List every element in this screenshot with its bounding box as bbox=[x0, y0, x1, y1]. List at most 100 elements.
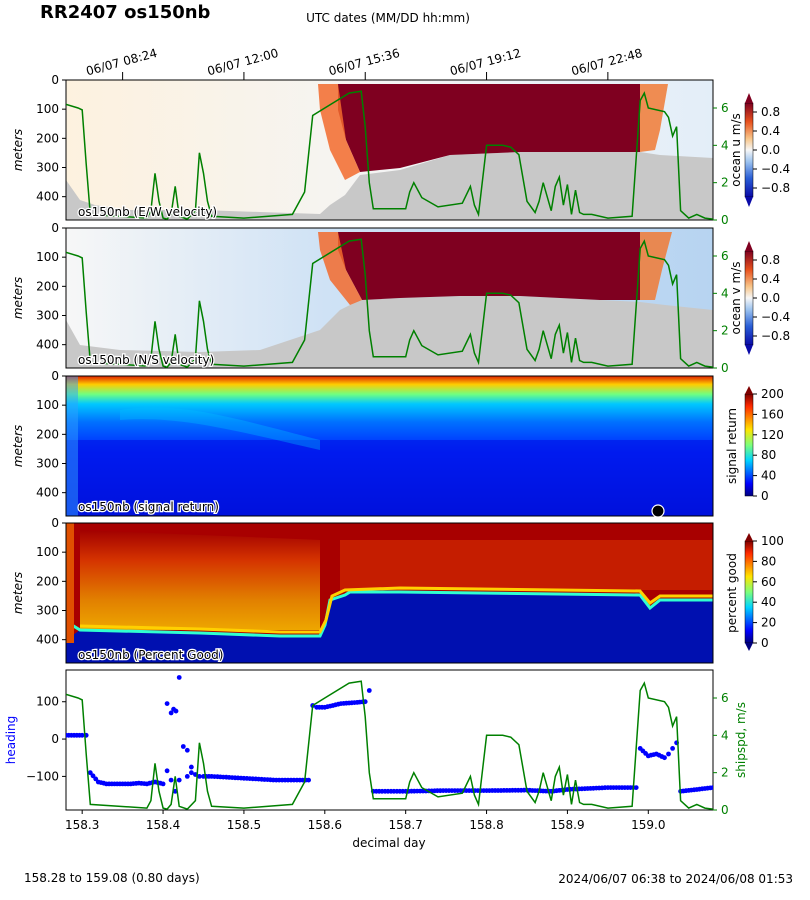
colorbar-tick-label: 40 bbox=[761, 469, 776, 483]
ew-ylabel: meters bbox=[11, 129, 25, 171]
speed-tick-label: 2 bbox=[721, 324, 729, 338]
heading-point bbox=[633, 785, 639, 790]
depth-tick-label: 400 bbox=[36, 633, 59, 647]
heading-point-outlier bbox=[188, 764, 194, 770]
colorbar-tick-label: 160 bbox=[761, 407, 784, 421]
ns-transition-right bbox=[640, 232, 672, 300]
panel-ew-velocity bbox=[66, 80, 713, 220]
heading-tick-label: 100 bbox=[36, 695, 59, 709]
speed-tick-label: 0 bbox=[721, 213, 729, 227]
heading-point bbox=[197, 774, 202, 779]
ns-transition-left bbox=[318, 232, 362, 305]
speed-tick-label: 2 bbox=[721, 766, 729, 780]
depth-tick-label: 200 bbox=[36, 279, 59, 293]
pg-boundary-yellow bbox=[79, 586, 713, 634]
footer-range-left: 158.28 to 159.08 (0.80 days) bbox=[24, 871, 200, 885]
colorbar-tick-label: −0.8 bbox=[761, 329, 790, 343]
ew-colorbar-top-arrow bbox=[745, 93, 753, 103]
shipspd-label: shipspd, m/s bbox=[734, 702, 748, 778]
pg-colorbar-top-arrow bbox=[745, 533, 753, 541]
nav-heading-ticks: 100 0 −100 bbox=[26, 695, 66, 783]
heading-point-outlier bbox=[173, 708, 179, 714]
depth-tick-label: 300 bbox=[36, 161, 59, 175]
heading-point bbox=[662, 755, 667, 761]
depth-tick-label: 400 bbox=[36, 338, 59, 352]
pg-bottom-zone bbox=[66, 592, 713, 663]
depth-tick-label: 300 bbox=[36, 457, 59, 471]
speed-tick-label: 0 bbox=[721, 803, 729, 817]
heading-point-outlier bbox=[168, 710, 174, 716]
top-axis-ticks: 06/07 08:24 06/07 12:00 06/07 15:36 06/07 1… bbox=[85, 46, 644, 80]
ns-colorbar-ticks: 0.8 0.4 0.0 −0.4 −0.8 bbox=[753, 253, 790, 343]
pg-y-ticks: 0 100 200 300 400 bbox=[36, 516, 66, 647]
ew-high-velocity-region bbox=[338, 84, 640, 172]
signal-colorbar-label: signal return bbox=[725, 408, 739, 484]
ew-frame bbox=[65, 79, 714, 221]
ew-colorbar bbox=[744, 102, 754, 198]
speed-tick-label: 2 bbox=[721, 176, 729, 190]
pg-frame bbox=[65, 522, 714, 664]
panel-ns-velocity bbox=[66, 228, 713, 368]
depth-tick-label: 300 bbox=[36, 309, 59, 323]
ns-right-ticks: 6 4 2 0 bbox=[713, 249, 729, 375]
signal-frame bbox=[65, 375, 714, 517]
nav-shipspd-line bbox=[66, 680, 713, 810]
pg-colorbar-ticks: 100 80 60 40 20 0 bbox=[753, 534, 784, 650]
ew-transition-left bbox=[318, 84, 360, 180]
ns-colorbar-top-arrow bbox=[745, 241, 753, 251]
ns-y-ticks: 0 100 200 300 400 bbox=[36, 221, 66, 352]
ns-missing-data bbox=[66, 296, 713, 368]
signal-left-strip bbox=[66, 376, 78, 516]
depth-tick-label: 200 bbox=[36, 427, 59, 441]
x-axis-label: decimal day bbox=[352, 836, 425, 850]
colorbar-tick-label: −0.8 bbox=[761, 181, 790, 195]
ns-frame bbox=[65, 227, 714, 369]
pg-left-strip bbox=[66, 523, 74, 643]
colorbar-tick-label: 0.8 bbox=[761, 253, 780, 267]
depth-tick-label: 100 bbox=[36, 250, 59, 264]
colorbar-tick-label: 120 bbox=[761, 428, 784, 442]
x-tick-label: 158.4 bbox=[146, 818, 180, 832]
heading-point bbox=[90, 773, 96, 779]
depth-tick-label: 400 bbox=[36, 190, 59, 204]
pg-colorbar bbox=[744, 540, 754, 644]
colorbar-tick-label: 200 bbox=[761, 387, 784, 401]
nav-x-ticks: 158.3 158.4 158.5 158.6 158.7 158.8 158.9 159.0 bbox=[65, 810, 665, 832]
top-tick-label: 06/07 15:36 bbox=[327, 46, 401, 78]
top-axis-label: UTC dates (MM/DD hh:mm) bbox=[306, 11, 470, 25]
ns-colorbar bbox=[744, 250, 754, 346]
speed-tick-label: 6 bbox=[721, 691, 729, 705]
x-tick-label: 158.6 bbox=[308, 818, 342, 832]
depth-tick-label: 100 bbox=[36, 102, 59, 116]
heading-points bbox=[66, 675, 713, 794]
depth-tick-label: 400 bbox=[36, 486, 59, 500]
ns-colorbar-label: ocean v m/s bbox=[729, 262, 743, 335]
speed-tick-label: 4 bbox=[721, 286, 729, 300]
signal-panel-label: os150nb (signal return) bbox=[78, 500, 219, 514]
depth-tick-label: 200 bbox=[36, 131, 59, 145]
colorbar-tick-label: 0.4 bbox=[761, 272, 780, 286]
ew-colorbar-ticks: 0.8 0.4 0.0 −0.4 −0.8 bbox=[753, 105, 790, 195]
depth-tick-label: 0 bbox=[51, 369, 59, 383]
ew-y-ticks: 0 100 200 300 400 bbox=[36, 73, 66, 204]
ew-panel-label: os150nb (E/W velocity) bbox=[78, 205, 217, 219]
colorbar-tick-label: 40 bbox=[761, 595, 776, 609]
signal-colorbar-top-arrow bbox=[745, 386, 753, 394]
signal-marker-dot bbox=[651, 504, 665, 518]
colorbar-tick-label: 20 bbox=[761, 616, 776, 630]
pg-colorbar-bottom-arrow bbox=[745, 643, 753, 651]
colorbar-tick-label: 60 bbox=[761, 575, 776, 589]
heading-point bbox=[180, 744, 186, 749]
ns-colorbar-bottom-arrow bbox=[745, 345, 753, 355]
colorbar-tick-label: 0.4 bbox=[761, 124, 780, 138]
signal-midwater-structure bbox=[120, 407, 320, 450]
heading-point bbox=[176, 777, 182, 783]
colorbar-tick-label: 100 bbox=[761, 534, 784, 548]
x-tick-label: 158.5 bbox=[227, 818, 261, 832]
depth-tick-label: 100 bbox=[36, 398, 59, 412]
heading-point bbox=[184, 774, 190, 779]
colorbar-tick-label: 0 bbox=[761, 636, 769, 650]
heading-point bbox=[366, 688, 372, 693]
x-tick-label: 158.3 bbox=[65, 818, 99, 832]
